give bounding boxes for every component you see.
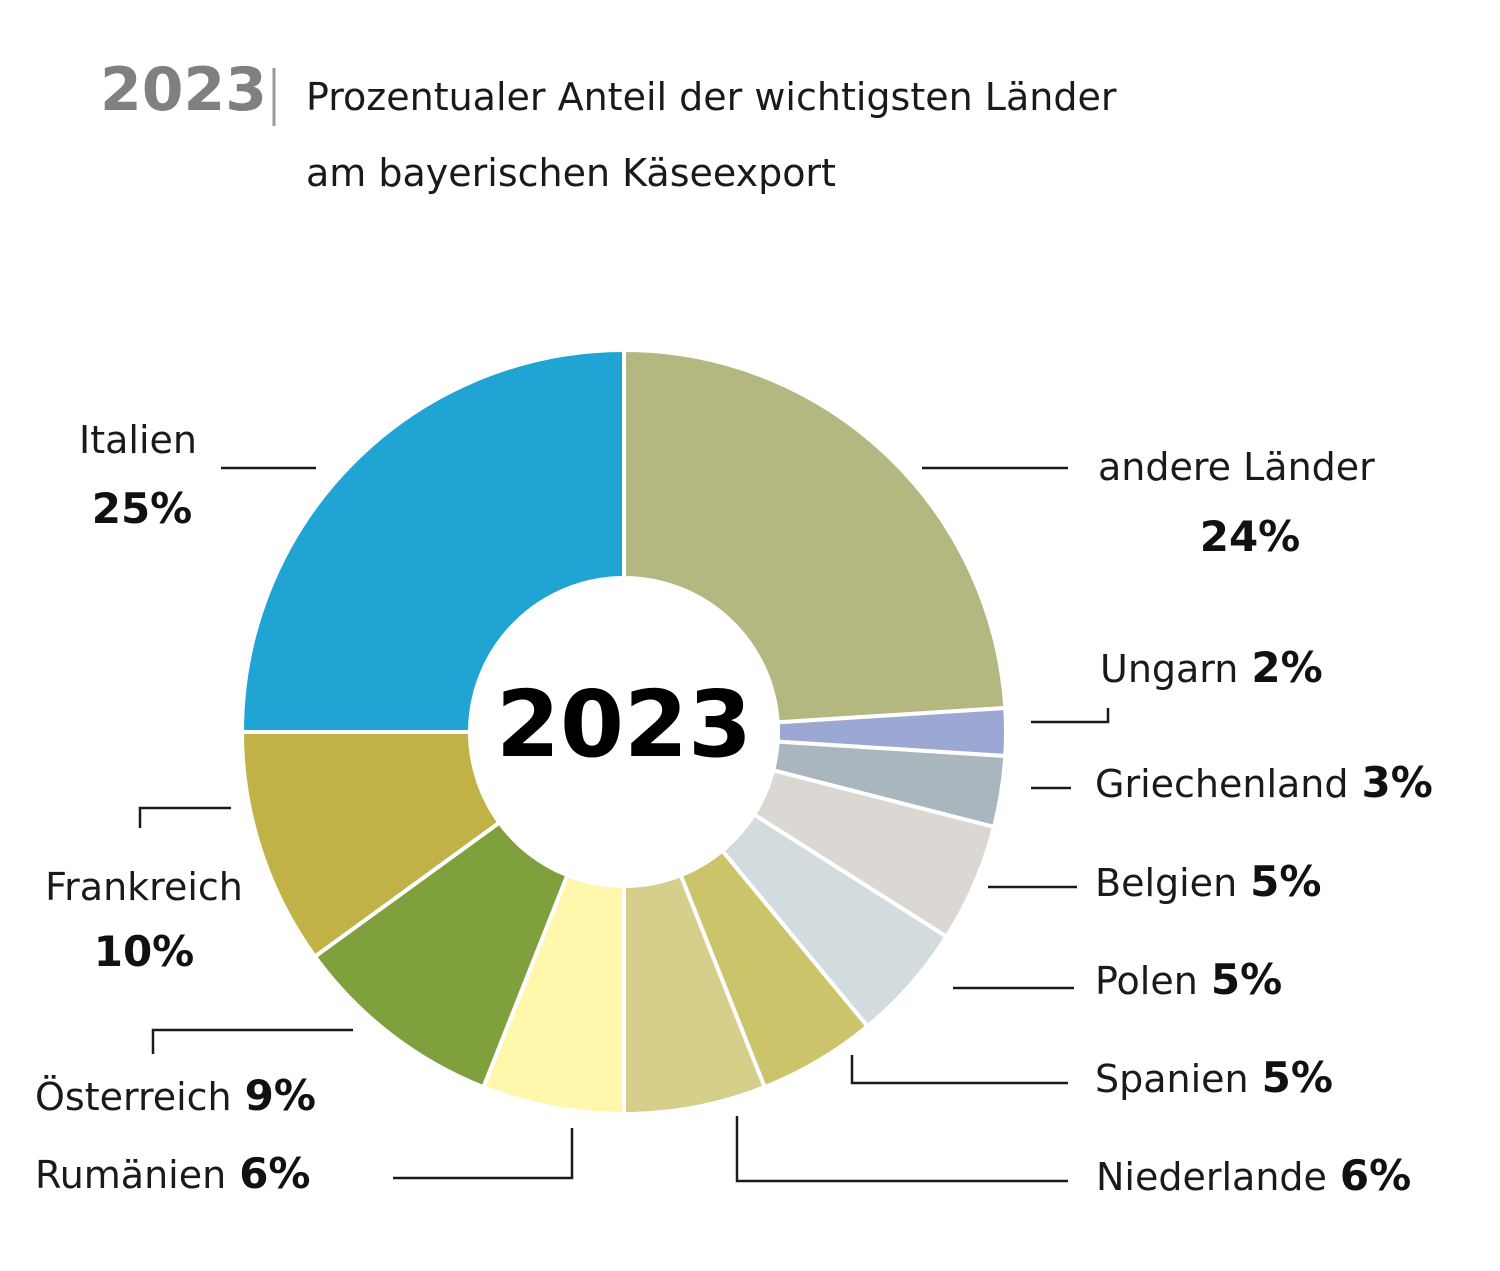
label-griechenland-value: 3%: [1362, 758, 1433, 807]
label-griechenland: Griechenland 3%: [1095, 758, 1433, 807]
slice-labels: Italien 25% andere Länder 24% Ungarn 2% G…: [35, 418, 1433, 1200]
label-niederlande-name: Niederlande: [1096, 1155, 1327, 1199]
label-oesterreich-name: Österreich: [35, 1075, 232, 1119]
label-frankreich-name: Frankreich: [45, 865, 243, 909]
label-rumaenien-name: Rumänien: [35, 1153, 226, 1197]
label-belgien-value: 5%: [1250, 857, 1321, 906]
donut-slices: [239, 347, 1009, 1117]
chart-title-line-2: am bayerischen Käseexport: [306, 151, 836, 195]
slice-oesterreich: [312, 819, 570, 1090]
label-spanien-value: 5%: [1262, 1053, 1333, 1102]
slice-andere-laender: [622, 347, 1008, 725]
label-rumaenien: Rumänien 6%: [35, 1149, 311, 1198]
label-ungarn: Ungarn 2%: [1100, 643, 1323, 692]
leader-niederlande: [735, 1116, 1068, 1183]
label-ungarn-value: 2%: [1251, 643, 1322, 692]
label-italien-value: 25%: [92, 484, 193, 533]
label-andere-laender-value: 24%: [1200, 512, 1301, 561]
label-polen-name: Polen: [1095, 959, 1198, 1003]
title-year: 2023: [100, 55, 267, 125]
label-spanien: Spanien 5%: [1095, 1053, 1333, 1102]
leader-ungarn: [1031, 708, 1110, 724]
label-polen-value: 5%: [1211, 955, 1282, 1004]
label-niederlande-value: 6%: [1340, 1151, 1411, 1200]
label-griechenland-name: Griechenland: [1095, 762, 1349, 806]
label-rumaenien-value: 6%: [239, 1149, 310, 1198]
leader-frankreich: [138, 806, 231, 828]
donut-center-label: 2023: [496, 671, 752, 778]
label-niederlande: Niederlande 6%: [1096, 1151, 1411, 1200]
leader-spanien: [850, 1055, 1068, 1085]
label-belgien-name: Belgien: [1095, 861, 1237, 905]
leader-lines: [138, 466, 1110, 1183]
slice-italien: [239, 347, 626, 734]
slice-frankreich: [239, 730, 503, 960]
label-oesterreich: Österreich 9%: [35, 1071, 316, 1120]
label-frankreich-value: 10%: [94, 927, 195, 976]
label-belgien: Belgien 5%: [1095, 857, 1321, 906]
leader-oesterreich: [151, 1028, 353, 1054]
label-polen: Polen 5%: [1095, 955, 1282, 1004]
label-andere-laender-name: andere Länder: [1098, 445, 1375, 489]
chart-title-line-1: Prozentualer Anteil der wichtigsten Länd…: [306, 75, 1117, 119]
label-oesterreich-value: 9%: [245, 1071, 316, 1120]
leader-rumaenien: [393, 1128, 574, 1180]
label-spanien-name: Spanien: [1095, 1057, 1249, 1101]
label-ungarn-name: Ungarn: [1100, 647, 1238, 691]
label-italien-name: Italien: [79, 418, 197, 462]
